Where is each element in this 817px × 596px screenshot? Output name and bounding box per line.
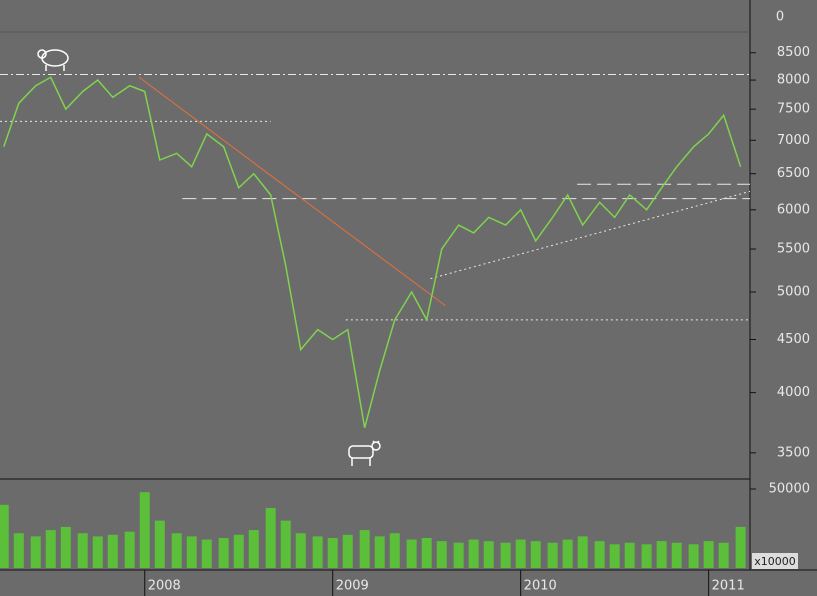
- volume-bar: [201, 539, 212, 568]
- volume-bar: [671, 542, 682, 568]
- volume-bar: [718, 542, 729, 568]
- volume-bar: [139, 492, 150, 568]
- volume-bar: [483, 541, 494, 568]
- volume-bar: [295, 533, 306, 568]
- volume-bar: [30, 536, 41, 568]
- volume-bar: [735, 526, 746, 568]
- volume-bar: [406, 539, 417, 568]
- volume-bar: [453, 542, 464, 568]
- volume-bar: [186, 536, 197, 568]
- x-tick-label: 2010: [524, 579, 557, 594]
- trend-line: [138, 76, 446, 307]
- price-line: [3, 76, 742, 428]
- volume-bar: [641, 544, 652, 568]
- y-tick-label: 7500: [777, 102, 810, 117]
- volume-bar: [45, 530, 56, 568]
- volume-bar: [77, 533, 88, 568]
- volume-bar: [547, 542, 558, 568]
- volume-bar: [562, 539, 573, 568]
- volume-bar: [265, 507, 276, 568]
- volume-bar: [233, 534, 244, 568]
- x-tick-label: 2009: [336, 579, 369, 594]
- volume-bar: [92, 536, 103, 568]
- volume-bar: [594, 541, 605, 568]
- x-tick-label: 2011: [712, 579, 745, 594]
- volume-bar: [0, 504, 9, 568]
- y-tick-label: 8500: [777, 45, 810, 60]
- volume-bar: [327, 537, 338, 568]
- volume-bar: [703, 541, 714, 568]
- volume-bar: [312, 536, 323, 568]
- volume-bar: [436, 541, 447, 568]
- volume-bar: [624, 542, 635, 568]
- x-tick-label: 2008: [148, 579, 181, 594]
- trend-line: [430, 190, 751, 280]
- volume-bar: [248, 530, 259, 568]
- y-tick-label: 6000: [777, 202, 810, 217]
- volume-bar: [421, 537, 432, 568]
- volume-bar: [359, 530, 370, 568]
- volume-bar: [688, 544, 699, 568]
- y-tick-label: 8000: [777, 73, 810, 88]
- unit-box: [752, 553, 798, 569]
- volume-tick-label: 50000: [769, 482, 810, 497]
- volume-bar: [154, 520, 165, 568]
- y-tick-label: 5500: [777, 242, 810, 257]
- volume-bar: [342, 534, 353, 568]
- volume-bar: [218, 537, 229, 568]
- volume-bar: [13, 533, 24, 568]
- y-tick-label: 7000: [777, 133, 810, 148]
- volume-bar: [389, 533, 400, 568]
- y-tick-label: 4500: [777, 332, 810, 347]
- volume-bar: [656, 541, 667, 568]
- volume-bar: [500, 542, 511, 568]
- volume-bar: [124, 531, 135, 568]
- volume-bar: [374, 536, 385, 568]
- y-tick-label: 5000: [777, 285, 810, 300]
- volume-bar: [609, 544, 620, 568]
- y-tick-label: 6500: [777, 166, 810, 181]
- volume-bar: [468, 539, 479, 568]
- volume-bar: [280, 520, 291, 568]
- bull-icon: [348, 440, 381, 466]
- volume-unit-label: x10000: [754, 555, 796, 568]
- volume-bar: [171, 533, 182, 568]
- volume-bar: [107, 534, 118, 568]
- volume-bar: [515, 539, 526, 568]
- bear-icon: [37, 49, 69, 71]
- y-tick-label: 4000: [777, 385, 810, 400]
- y-tick-label: 3500: [777, 445, 810, 460]
- volume-bar: [60, 526, 71, 568]
- volume-bar: [530, 541, 541, 568]
- volume-bar: [577, 536, 588, 568]
- indicator-tick-label: 0: [776, 10, 784, 25]
